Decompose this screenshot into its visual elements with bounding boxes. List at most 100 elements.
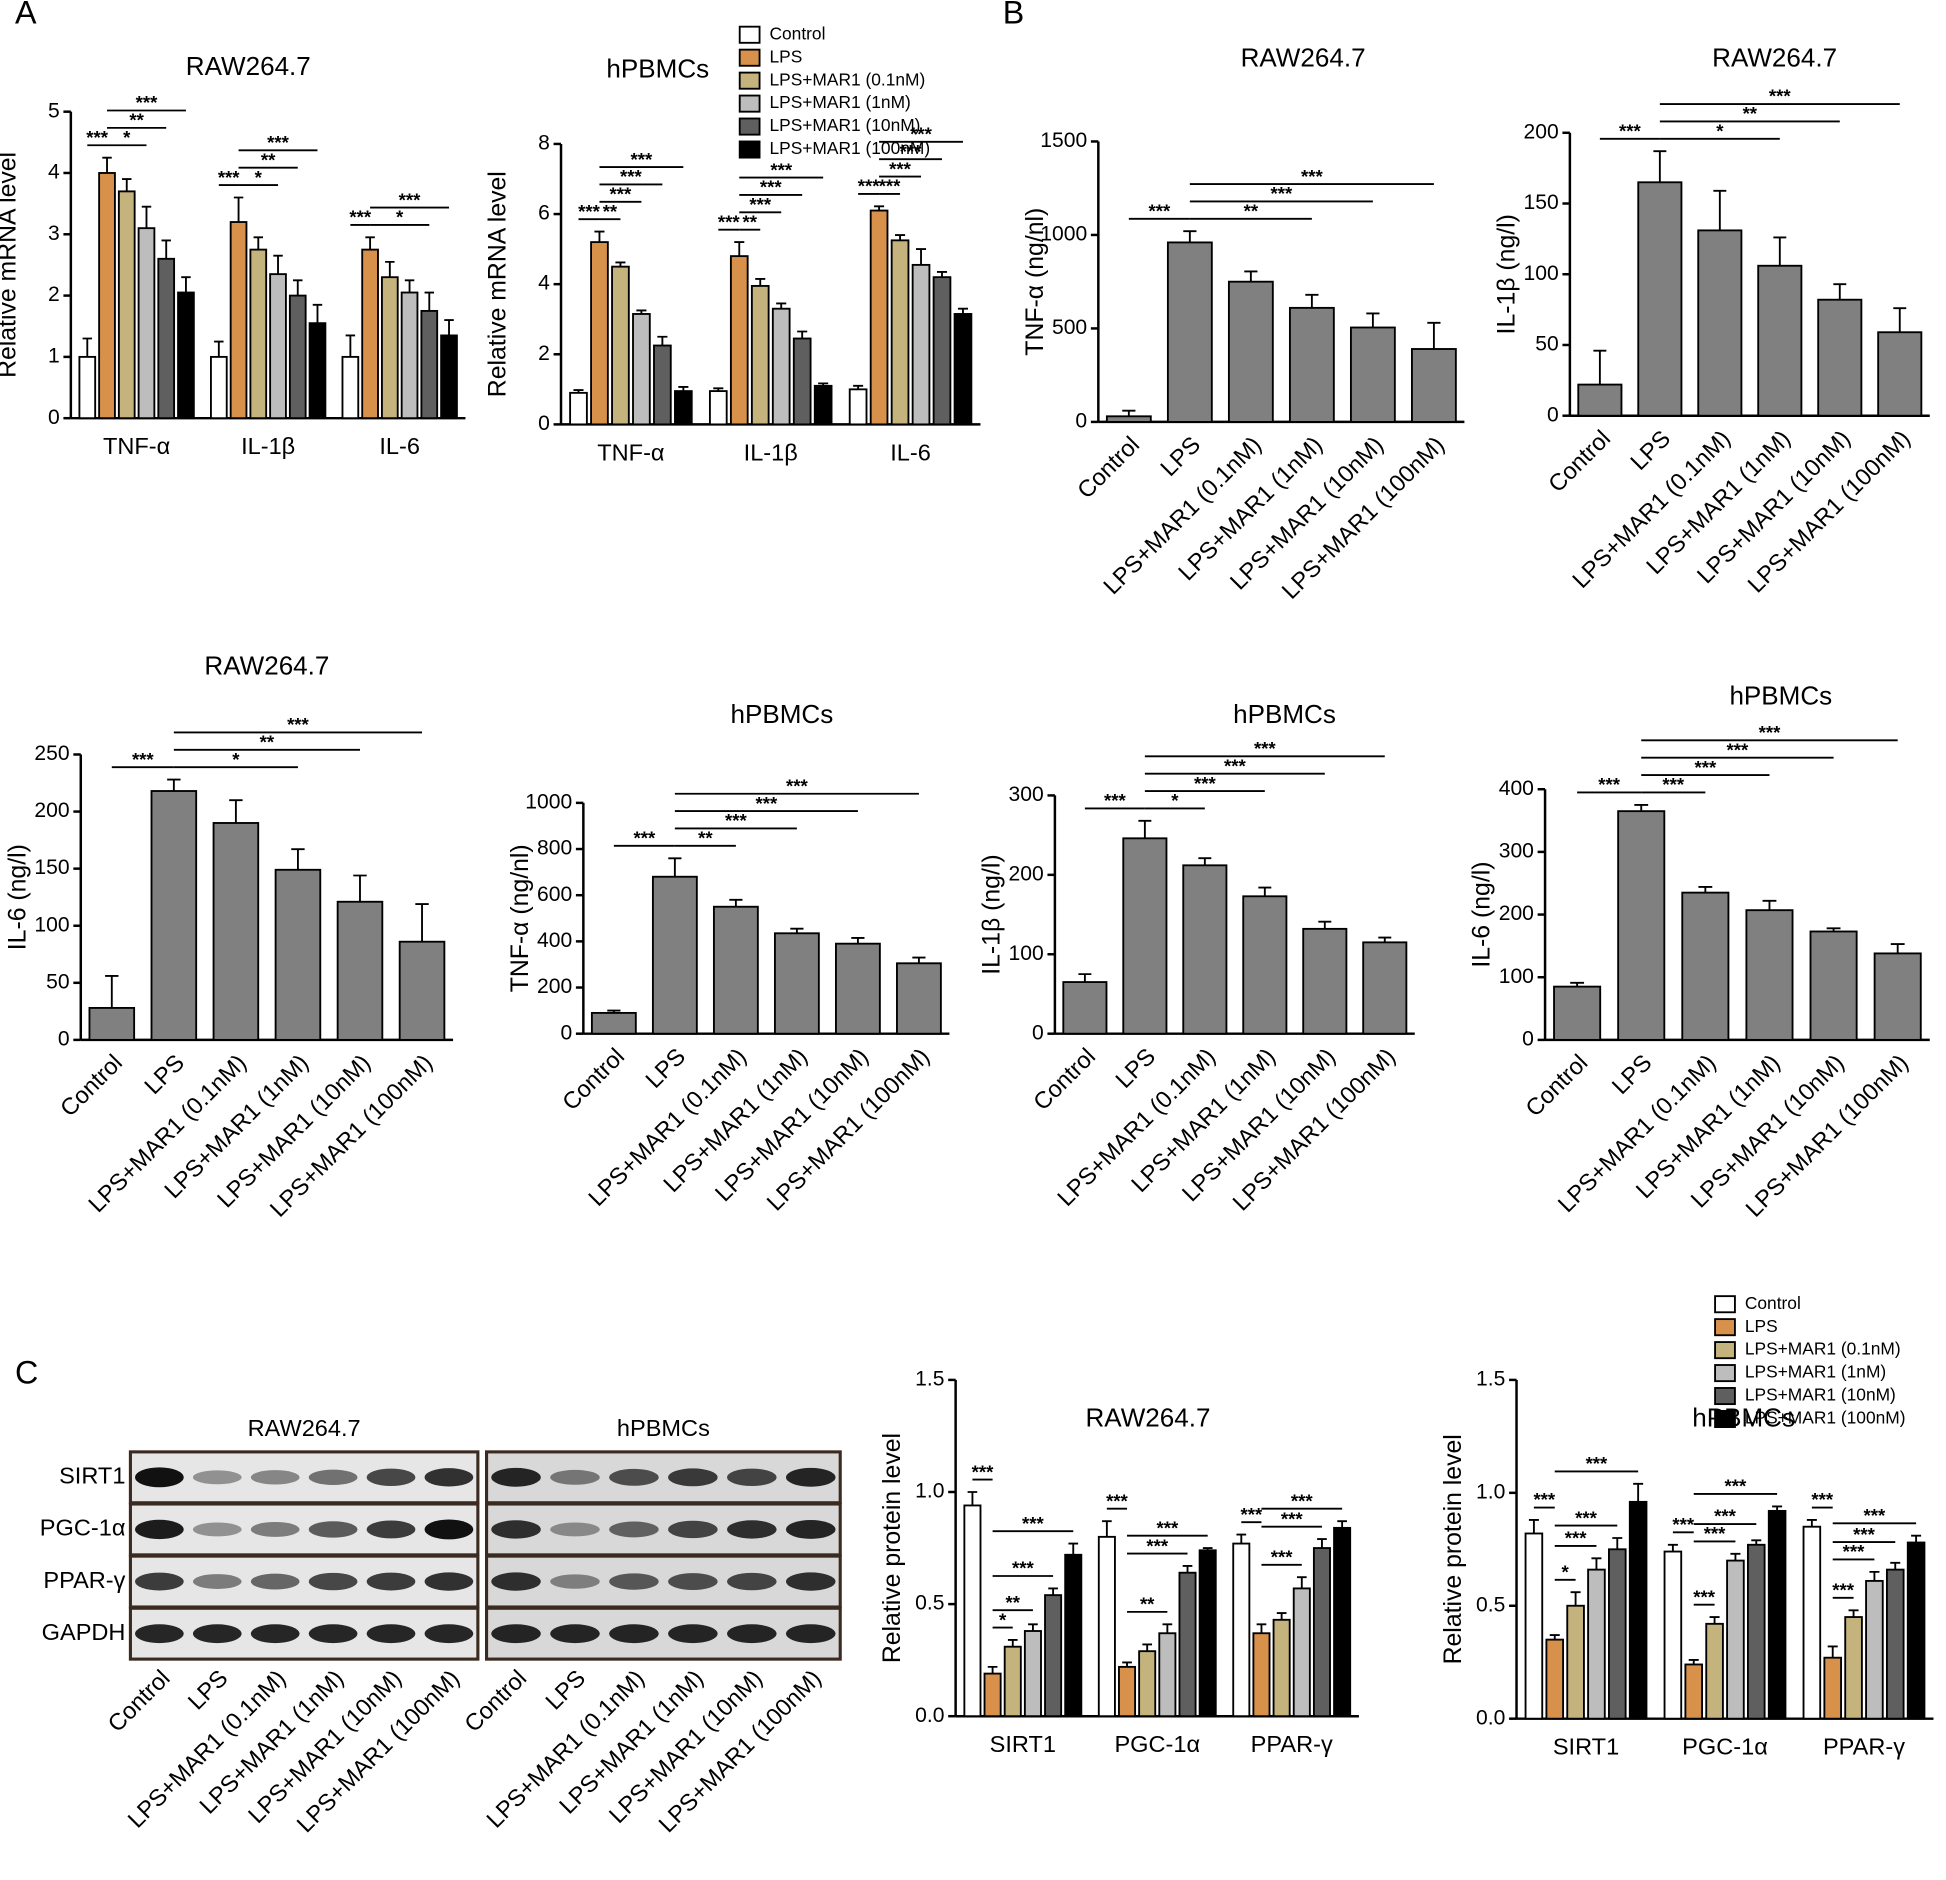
- error-bar: [594, 230, 605, 243]
- blot-band: [366, 1468, 416, 1487]
- y-tick-label: 400: [1499, 777, 1534, 800]
- sig-label: ***: [1156, 1517, 1178, 1538]
- x-tick-label: PPAR-γ: [1823, 1734, 1905, 1760]
- legend-swatch: [1714, 1387, 1736, 1406]
- sig-label: **: [743, 211, 758, 232]
- bar: [1844, 1616, 1863, 1720]
- sig-label: ***: [1619, 120, 1641, 141]
- bar: [712, 905, 759, 1035]
- bar: [1802, 1525, 1822, 1720]
- error-bar: [1826, 927, 1841, 932]
- y-axis-label: IL-1β (ng/l): [1493, 214, 1520, 334]
- sig-label: ***: [1864, 1505, 1886, 1526]
- lane-label: Control: [103, 1665, 175, 1737]
- y-tick-label: 4: [48, 161, 60, 184]
- blot-band: [785, 1572, 836, 1591]
- chart-title: hPBMCs: [1692, 1402, 1795, 1432]
- y-tick-label: 300: [1009, 783, 1044, 806]
- blot-band: [491, 1467, 541, 1487]
- error-bar: [1848, 1609, 1859, 1618]
- chart-title: RAW264.7: [204, 650, 329, 680]
- sig-label: **: [260, 732, 275, 753]
- bar: [1182, 864, 1228, 1035]
- legend-label: LPS+MAR1 (10nM): [1745, 1385, 1896, 1405]
- bar: [98, 172, 116, 420]
- y-axis-label: IL-6 (ng/l): [1469, 861, 1496, 967]
- sig-label: ***: [1271, 1547, 1293, 1568]
- legend-swatch: [738, 48, 761, 67]
- bar: [341, 355, 360, 420]
- error-bar: [1296, 1576, 1307, 1589]
- sig-label: ***: [1146, 1535, 1168, 1556]
- legend-label: LPS: [769, 46, 802, 66]
- bar: [336, 900, 384, 1041]
- bar: [210, 355, 228, 420]
- error-bar: [404, 279, 415, 293]
- error-bar: [936, 270, 948, 278]
- bar: [1097, 1535, 1116, 1718]
- bar: [651, 875, 698, 1035]
- sig-label: ***: [1714, 1506, 1736, 1527]
- bar: [792, 337, 812, 426]
- error-bar: [895, 234, 906, 241]
- sig-label: *: [1562, 1562, 1570, 1583]
- y-axis-label: TNF-α (ng/nl): [1022, 208, 1049, 356]
- x-tick-label: Control: [557, 1043, 629, 1115]
- error-bar: [1806, 1519, 1817, 1527]
- y-tick-label: 0: [1032, 1021, 1044, 1044]
- sig-label: ***: [1148, 201, 1170, 222]
- error-bar: [1028, 1623, 1038, 1632]
- blot-band: [250, 1573, 300, 1590]
- bar: [1288, 306, 1335, 423]
- blot-band: [727, 1468, 777, 1487]
- error-bar: [1549, 1634, 1560, 1640]
- protein-label: SIRT1: [59, 1463, 125, 1489]
- y-tick-label: 0: [1547, 403, 1559, 426]
- error-bar: [957, 307, 969, 314]
- blot-band: [424, 1624, 474, 1644]
- sig-label: ***: [1662, 774, 1684, 795]
- bar: [229, 221, 248, 420]
- error-bar: [729, 898, 743, 907]
- bar: [381, 276, 399, 420]
- y-tick-label: 300: [1499, 839, 1534, 862]
- blot-band: [727, 1624, 777, 1644]
- x-tick-label: TNF-α: [597, 439, 664, 465]
- sig-label: *: [1171, 790, 1179, 811]
- blot-band: [192, 1624, 242, 1644]
- sig-label: ***: [620, 166, 642, 187]
- error-bar: [1202, 1547, 1213, 1551]
- legend-swatch: [738, 140, 761, 159]
- sig-label: ***: [1672, 1514, 1694, 1535]
- x-tick-label: TNF-α: [103, 433, 170, 459]
- error-bar: [1317, 1538, 1327, 1549]
- sig-label: **: [261, 149, 276, 170]
- error-bar: [1833, 283, 1847, 300]
- error-bar: [713, 387, 724, 392]
- bar: [1333, 1526, 1352, 1718]
- y-tick-label: 50: [1535, 333, 1558, 356]
- error-bar: [293, 279, 303, 296]
- blot-band: [366, 1572, 416, 1591]
- x-tick-label: LPS: [1625, 425, 1675, 475]
- y-tick-label: 500: [1052, 316, 1087, 339]
- error-bar: [734, 241, 745, 257]
- sig-label: ***: [858, 176, 880, 197]
- error-bar: [797, 330, 808, 339]
- blot-band: [192, 1470, 242, 1485]
- sig-label: ***: [756, 793, 778, 814]
- blot-row: [128, 1450, 480, 1505]
- legend-swatch: [1714, 1341, 1736, 1360]
- legend-label: LPS: [1745, 1316, 1778, 1336]
- blot-band: [785, 1624, 836, 1644]
- bar: [1705, 1622, 1724, 1720]
- error-bar: [1244, 270, 1258, 282]
- error-bar: [987, 1665, 998, 1674]
- sig-label: ***: [1254, 738, 1276, 759]
- sig-label: ***: [1598, 774, 1620, 795]
- bar: [653, 344, 672, 426]
- bar: [590, 1011, 637, 1035]
- bar: [848, 388, 868, 426]
- bar: [137, 227, 156, 420]
